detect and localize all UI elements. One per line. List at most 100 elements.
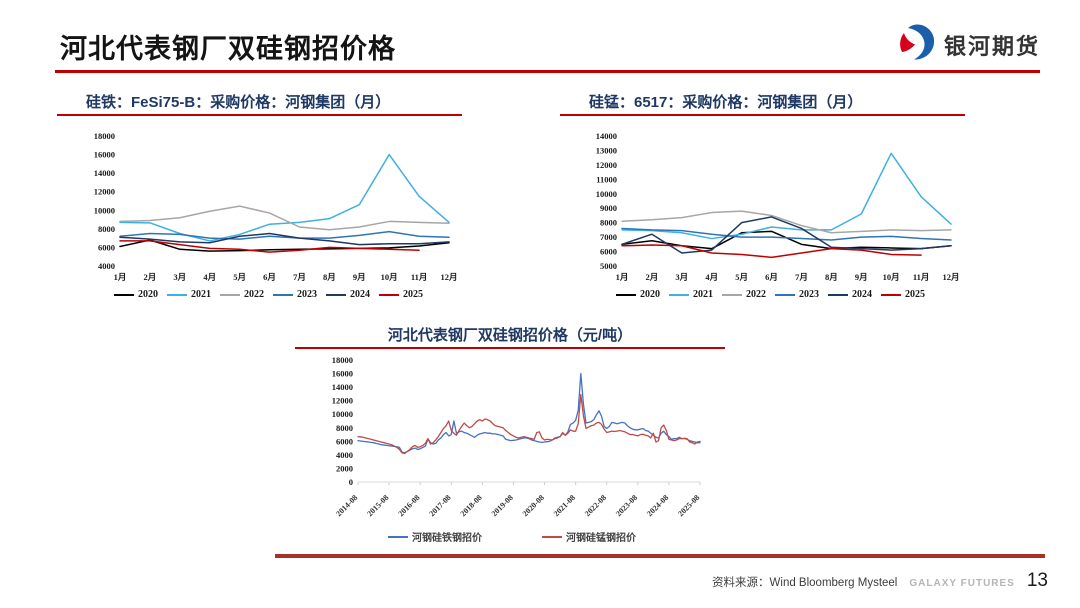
page-title: 河北代表钢厂双硅钢招价格 bbox=[60, 34, 396, 64]
svg-text:4月: 4月 bbox=[203, 272, 216, 282]
svg-text:2025-08: 2025-08 bbox=[676, 493, 701, 518]
svg-text:8000: 8000 bbox=[98, 224, 115, 234]
svg-text:12000: 12000 bbox=[332, 396, 353, 406]
page-number: 13 bbox=[1026, 570, 1048, 591]
svg-text:8月: 8月 bbox=[323, 272, 336, 282]
series-line-2020 bbox=[119, 239, 450, 252]
legend-label: 2020 bbox=[640, 289, 660, 300]
legend-item-2023: 2023 bbox=[775, 289, 819, 300]
legend-item-河钢硅铁钢招价: 河钢硅铁钢招价 bbox=[388, 529, 482, 544]
series-line-2024 bbox=[621, 216, 952, 254]
legend-item-河钢硅锰钢招价: 河钢硅锰钢招价 bbox=[542, 529, 636, 544]
legend-swatch bbox=[388, 535, 408, 538]
svg-text:10000: 10000 bbox=[596, 189, 617, 199]
svg-text:12000: 12000 bbox=[596, 160, 617, 170]
svg-text:2016-08: 2016-08 bbox=[396, 493, 421, 518]
svg-text:9月: 9月 bbox=[855, 272, 868, 282]
legend-label: 2022 bbox=[746, 289, 766, 300]
svg-text:2022-08: 2022-08 bbox=[583, 493, 608, 518]
legend-swatch bbox=[326, 293, 346, 296]
legend-swatch bbox=[114, 293, 134, 296]
legend-label: 2024 bbox=[350, 289, 370, 300]
data-source-label: 资料来源：Wind Bloomberg Mysteel bbox=[712, 577, 898, 589]
svg-text:6000: 6000 bbox=[98, 242, 115, 252]
svg-text:5000: 5000 bbox=[600, 261, 617, 271]
legend-label: 2023 bbox=[297, 289, 317, 300]
legend-label: 2024 bbox=[852, 289, 872, 300]
svg-text:9000: 9000 bbox=[600, 203, 617, 213]
svg-text:2018-08: 2018-08 bbox=[459, 493, 484, 518]
galaxy-swirl-icon bbox=[896, 22, 936, 67]
series-line-河钢硅铁钢招价 bbox=[357, 372, 701, 454]
legend-swatch bbox=[379, 293, 399, 296]
legend-swatch bbox=[167, 293, 187, 296]
svg-text:13000: 13000 bbox=[596, 145, 617, 155]
svg-text:8月: 8月 bbox=[825, 272, 838, 282]
legend-item-2024: 2024 bbox=[828, 289, 872, 300]
series-line-河钢硅锰钢招价 bbox=[357, 393, 701, 455]
svg-text:6000: 6000 bbox=[600, 247, 617, 257]
legend-item-2022: 2022 bbox=[722, 289, 766, 300]
svg-text:14000: 14000 bbox=[332, 382, 353, 392]
svg-text:7000: 7000 bbox=[600, 232, 617, 242]
brand-label: GALAXY FUTURES bbox=[909, 578, 1015, 589]
svg-text:6000: 6000 bbox=[336, 436, 353, 446]
series-line-2023 bbox=[119, 230, 450, 240]
legend-item-2020: 2020 bbox=[114, 289, 158, 300]
svg-text:2021-08: 2021-08 bbox=[552, 493, 577, 518]
svg-text:2024-08: 2024-08 bbox=[645, 493, 670, 518]
svg-text:5月: 5月 bbox=[233, 272, 246, 282]
legend-item-2023: 2023 bbox=[273, 289, 317, 300]
legend-label: 2021 bbox=[191, 289, 211, 300]
legend-swatch bbox=[775, 293, 795, 296]
chart-fesi-title-underline bbox=[57, 114, 462, 116]
legend-label: 2021 bbox=[693, 289, 713, 300]
logo-text: 银河期货 bbox=[943, 33, 1040, 59]
svg-text:2月: 2月 bbox=[144, 272, 157, 282]
legend-label: 2025 bbox=[905, 289, 925, 300]
svg-text:6月: 6月 bbox=[765, 272, 778, 282]
title-underline bbox=[55, 70, 1040, 73]
svg-text:12月: 12月 bbox=[440, 272, 457, 282]
series-line-2025 bbox=[621, 244, 922, 259]
series-line-2022 bbox=[621, 210, 952, 234]
svg-text:4000: 4000 bbox=[336, 450, 353, 460]
legend-label: 2022 bbox=[244, 289, 264, 300]
legend-item-2025: 2025 bbox=[881, 289, 925, 300]
chart-fesi-legend: 2020 2021 2022 2023 2024 2025 bbox=[76, 289, 461, 300]
svg-text:2020-08: 2020-08 bbox=[521, 493, 546, 518]
series-line-2022 bbox=[119, 205, 450, 231]
svg-text:11月: 11月 bbox=[411, 272, 428, 282]
legend-label: 河钢硅锰钢招价 bbox=[566, 533, 636, 544]
footer-separator bbox=[275, 554, 1045, 558]
svg-text:9月: 9月 bbox=[353, 272, 366, 282]
chart-fesi-title: 硅铁：FeSi75-B：采购价格：河钢集团（月） bbox=[86, 94, 391, 111]
svg-text:3月: 3月 bbox=[173, 272, 186, 282]
legend-label: 2020 bbox=[138, 289, 158, 300]
chart-history-timeseries: 18000 16000 14000 12000 10000 8000 6000 4000 200… bbox=[312, 354, 712, 526]
chart-history-title: 河北代表钢厂双硅钢招价格（元/吨） bbox=[387, 327, 633, 344]
chart-history-title-underline bbox=[295, 347, 725, 349]
svg-text:2015-08: 2015-08 bbox=[365, 493, 390, 518]
series-line-2023 bbox=[621, 227, 952, 241]
svg-text:1月: 1月 bbox=[616, 272, 629, 282]
svg-text:8000: 8000 bbox=[600, 218, 617, 228]
svg-text:6月: 6月 bbox=[263, 272, 276, 282]
legend-swatch bbox=[828, 293, 848, 296]
svg-text:7月: 7月 bbox=[293, 272, 306, 282]
svg-text:4月: 4月 bbox=[705, 272, 718, 282]
svg-text:2000: 2000 bbox=[336, 463, 353, 473]
svg-text:4000: 4000 bbox=[98, 261, 115, 271]
legend-item-2025: 2025 bbox=[379, 289, 423, 300]
svg-text:0: 0 bbox=[349, 477, 353, 487]
legend-swatch bbox=[881, 293, 901, 296]
series-line-2021 bbox=[621, 152, 952, 240]
legend-swatch bbox=[273, 293, 293, 296]
svg-text:10000: 10000 bbox=[332, 409, 353, 419]
svg-text:18000: 18000 bbox=[332, 355, 353, 365]
legend-label: 2023 bbox=[799, 289, 819, 300]
svg-text:14000: 14000 bbox=[94, 168, 115, 178]
legend-label: 河钢硅铁钢招价 bbox=[412, 533, 482, 544]
svg-text:12月: 12月 bbox=[942, 272, 959, 282]
